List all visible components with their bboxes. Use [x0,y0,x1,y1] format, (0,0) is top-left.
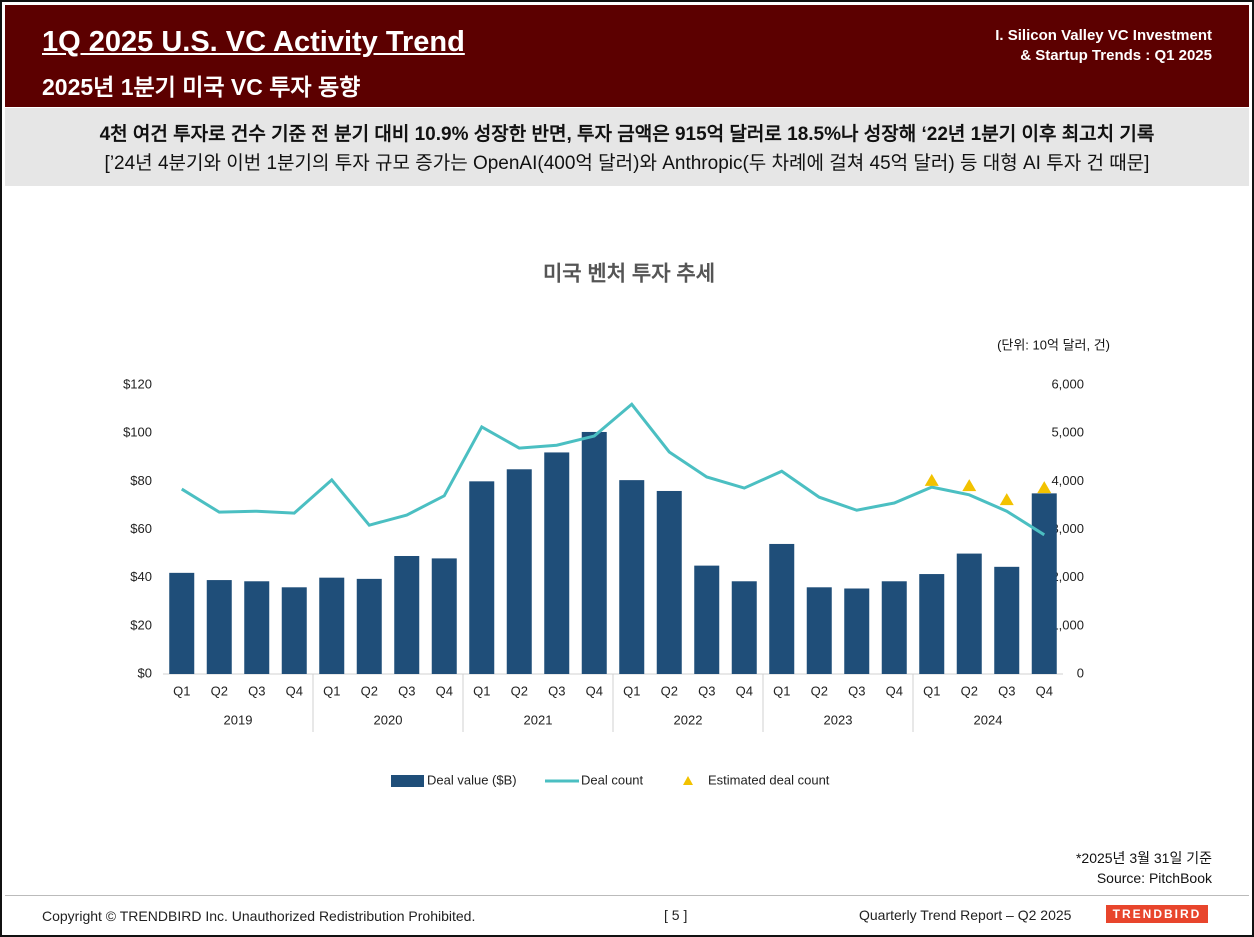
y-tick-label: $40 [130,569,152,584]
bar [244,581,270,674]
title: 1Q 2025 U.S. VC Activity Trend [42,26,465,58]
year-label: 2022 [674,712,703,727]
x-tick-label: Q2 [211,683,228,698]
x-tick-label: Q2 [361,683,378,698]
chart-title: 미국 벤처 투자 추세 [543,263,715,286]
x-tick-label: Q4 [736,683,753,698]
marker [1037,481,1052,494]
x-tick-label: Q1 [773,683,790,698]
bar [694,565,720,674]
bar [656,490,682,674]
x-tick-label: Q4 [286,683,303,698]
bar [169,572,195,674]
x-tick-label: Q1 [923,683,940,698]
y2-tick-label: 5,000 [1051,425,1084,440]
year-label: 2020 [374,712,403,727]
bar [769,543,795,674]
line [180,402,1046,537]
x-tick-label: Q1 [623,683,640,698]
logo: TRENDBIRD [1106,905,1208,923]
y2-tick-label: 2,000 [1051,569,1084,584]
footer-rule [5,895,1249,896]
year-label: 2019 [224,712,253,727]
summary-main: 4천 여건 투자로 건수 기준 전 분기 대비 10.9% 성장한 반면, 투자… [99,124,1155,145]
page-number: [ 5 ] [664,907,688,923]
marker [999,493,1014,506]
x-tick-label: Q2 [811,683,828,698]
y-tick-label: $80 [130,473,152,488]
x-tick-label: Q2 [961,683,978,698]
y-tick-label: $100 [123,425,152,440]
bar [731,581,757,674]
source: Source: PitchBook [1096,870,1212,886]
marker [924,473,939,486]
x-tick-label: Q4 [1036,683,1053,698]
copyright: Copyright © TRENDBIRD Inc. Unauthorized … [42,908,476,924]
bar [994,566,1020,674]
y-tick-label: $120 [123,376,152,391]
bar [1031,493,1057,674]
x-tick-label: Q3 [248,683,265,698]
x-tick-label: Q3 [698,683,715,698]
x-tick-label: Q4 [586,683,603,698]
bar [356,578,382,674]
x-tick-label: Q4 [436,683,453,698]
x-tick-label: Q3 [548,683,565,698]
x-tick-label: Q1 [173,683,190,698]
section-line: & Startup Trends : Q1 2025 [1020,47,1212,64]
x-tick-label: Q3 [848,683,865,698]
subtitle: 2025년 1분기 미국 VC 투자 동향 [42,74,361,100]
bar [956,553,982,674]
bar [394,555,420,674]
x-tick-label: Q1 [323,683,340,698]
notes: *2025년 3월 31일 기준 Source: PitchBook [1076,848,1212,888]
x-tick-label: Q2 [511,683,528,698]
y2-tick-label: 0 [1077,665,1084,680]
y-tick-label: $60 [130,521,152,536]
summary-detail: [’24년 4분기와 이번 1분기의 투자 규모 증가는 OpenAI(400억… [104,153,1150,174]
bar [881,581,907,674]
bar [919,574,945,674]
legend-swatch [683,776,693,785]
y-tick-label: $0 [138,665,152,680]
x-tick-label: Q3 [398,683,415,698]
bar [206,580,232,674]
bar [281,587,307,674]
legend-swatch [391,775,424,787]
legend-label: Deal count [581,772,644,787]
note: *2025년 3월 31일 기준 [1075,850,1212,866]
marker [962,479,977,492]
report-name: Quarterly Trend Report – Q2 2025 [859,907,1072,923]
bar [619,480,645,674]
legend-label: Estimated deal count [708,772,830,787]
header-bar [5,5,1249,107]
x-tick-label: Q2 [661,683,678,698]
bar [581,431,607,674]
x-tick-label: Q4 [886,683,903,698]
bar [431,558,457,674]
y2-tick-label: 3,000 [1051,521,1084,536]
bar [844,588,870,674]
bar [544,452,570,674]
bar [319,577,345,674]
section: I. Silicon Valley VC Investment & Startu… [995,26,1212,66]
year-label: 2021 [524,712,553,727]
year-label: 2024 [974,712,1003,727]
x-tick-label: Q3 [998,683,1015,698]
legend-label: Deal value ($B) [427,772,517,787]
x-tick-label: Q1 [473,683,490,698]
summary-band [5,108,1249,186]
bar [506,469,532,674]
bar [806,587,832,674]
y2-tick-label: 6,000 [1051,376,1084,391]
year-label: 2023 [824,712,853,727]
section-line: I. Silicon Valley VC Investment [995,27,1212,44]
y2-tick-label: 4,000 [1051,473,1084,488]
bar [469,481,495,674]
y2-tick-label: 1,000 [1051,617,1084,632]
unit-label: (단위: 10억 달러, 건) [997,337,1110,352]
y-tick-label: $20 [130,617,152,632]
